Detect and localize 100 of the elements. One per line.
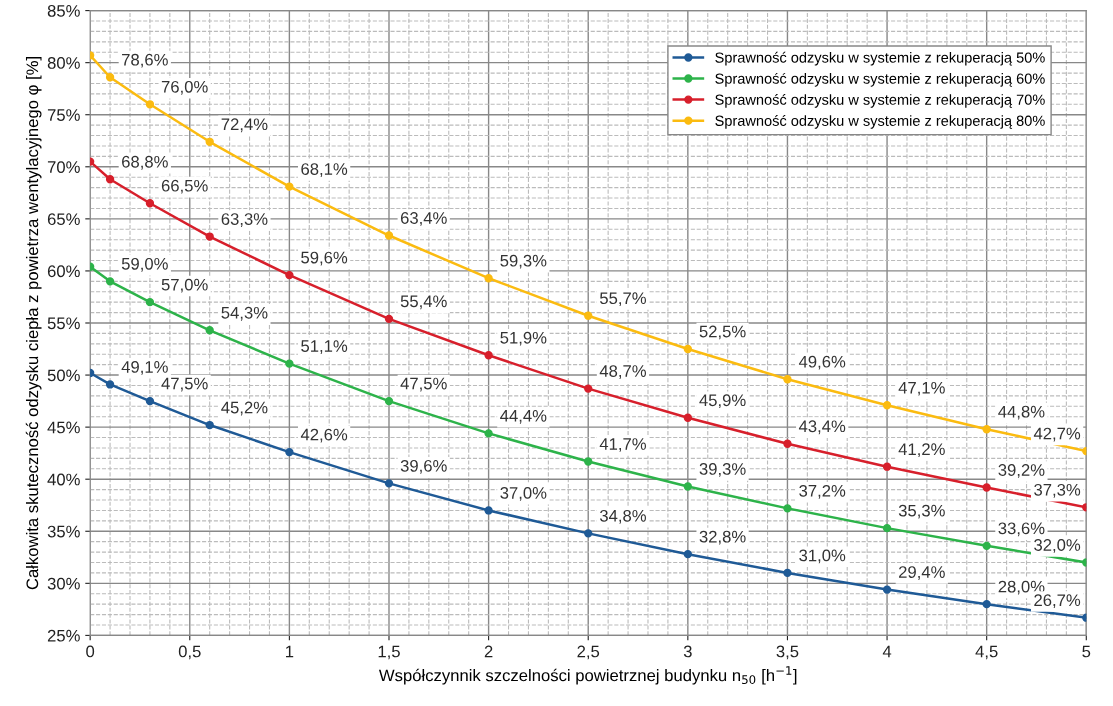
point [683,550,693,559]
point [982,483,991,492]
data-label: 52,5% [699,325,746,340]
x-tick-label: 2,5 [577,645,600,660]
point [882,401,892,410]
data-label: 49,1% [121,361,168,375]
point [683,482,693,491]
data-label: 78,6% [122,53,168,68]
point [205,232,214,241]
x-axis-title: Współczynnik szczelności powietrznej budynku n$_{50}$ [h$^{−1}$] [378,666,797,685]
data-label: 35,3% [898,504,945,519]
data-label: 68,1% [301,163,348,177]
point [683,413,693,422]
data-label: 29,4% [899,566,945,580]
point [783,439,792,448]
x-tick-label: 0,5 [178,645,201,660]
point [285,359,294,368]
point [145,298,155,307]
point [105,277,115,286]
data-label: 54,3% [221,306,268,321]
data-label: 48,7% [599,365,646,379]
y-tick-label: 75% [47,109,80,121]
data-label: 37,3% [1034,483,1081,498]
data-label: 45,2% [221,401,268,416]
y-tick-label: 30% [47,577,80,590]
legend-label: Sprawność odzysku w systemie z rekuperacją 80% [715,115,1045,129]
data-label: 33,6% [998,522,1045,537]
data-label: 39,2% [998,464,1045,478]
point [384,231,394,240]
data-label: 28,0% [998,580,1045,595]
x-tick-label: 4,5 [975,645,998,660]
data-label: 44,8% [998,405,1045,420]
data-label: 45,9% [699,394,746,409]
data-label: 32,0% [1034,539,1081,553]
y-tick-label: 25% [47,629,80,642]
data-label: 47,1% [898,381,945,396]
data-label: 47,5% [161,377,208,392]
point [584,457,593,466]
point [882,462,892,471]
data-label: 41,7% [599,438,646,452]
y-tick-label: 60% [47,265,80,278]
point [285,182,294,191]
y-tick-label: 65% [47,213,80,226]
data-label: 59,3% [500,254,547,269]
point [384,314,394,323]
point [484,506,493,515]
point [285,270,294,280]
point [145,199,155,208]
data-label: 44,4% [500,410,547,424]
y-tick-label: 50% [47,369,80,382]
y-tick-label: 40% [47,473,80,486]
x-tick-label: 3 [683,645,692,658]
y-tick-label: 45% [47,421,80,434]
data-label: 34,8% [599,509,646,524]
point [484,274,493,283]
data-label: 49,6% [798,355,846,370]
data-label: 72,4% [221,118,268,133]
data-label: 51,9% [500,331,547,346]
data-label: 26,7% [1034,594,1081,609]
legend-label: Sprawność odzysku w systemie z rekuperacją 50% [715,51,1045,66]
point [145,100,155,109]
data-label: 76,0% [161,80,208,95]
data-label: 57,0% [161,278,208,293]
point [584,311,593,320]
y-tick-label: 80% [47,57,80,69]
data-label: 55,7% [600,292,646,307]
y-tick-label: 70% [47,161,80,173]
data-label: 39,6% [400,459,447,474]
point [783,568,792,578]
x-tick-label: 1,5 [378,645,400,660]
x-tick-label: 0 [86,645,95,658]
point [783,504,792,513]
data-label: 63,3% [221,213,268,227]
point [882,585,892,594]
data-label: 37,0% [500,487,547,501]
y-tick-label: 85% [47,4,80,17]
x-tick-label: 2 [484,645,493,658]
x-tick-label: 3,5 [776,645,799,660]
point [205,137,214,146]
data-label: 43,4% [798,420,846,435]
data-label: 32,8% [699,530,746,545]
point [982,599,991,609]
data-label: 39,3% [699,463,746,477]
point [584,384,593,393]
y-tick-label: 35% [47,525,80,538]
legend-label: Sprawność odzysku w systemie z rekuperacją 70% [715,93,1045,108]
data-label: 51,1% [301,340,348,354]
point [145,396,155,406]
x-tick-label: 1 [286,645,294,658]
data-label: 59,6% [301,251,348,266]
data-label: 42,7% [1033,427,1081,442]
data-label: 42,6% [300,428,348,443]
point [982,425,991,434]
point [285,447,294,457]
point [683,344,693,354]
y-tick-label: 55% [47,317,80,330]
data-label: 47,5% [400,377,447,392]
data-label: 63,4% [400,212,447,226]
data-label: 37,2% [799,484,846,499]
point [584,529,593,538]
